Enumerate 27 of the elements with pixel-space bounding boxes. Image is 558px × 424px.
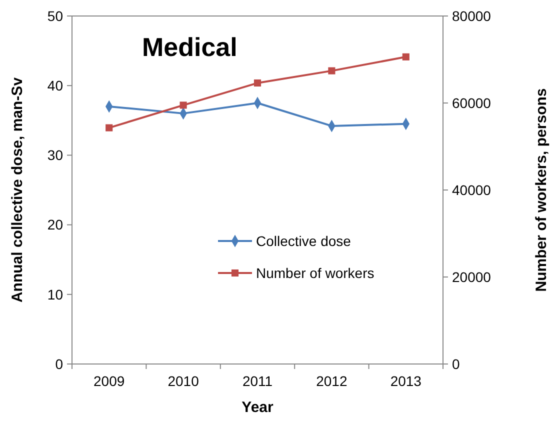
x-tick-label: 2010 — [168, 373, 200, 389]
x-axis-title: Year — [242, 399, 274, 416]
legend-label: Number of workers — [256, 264, 374, 281]
y2-axis-title: Number of workers, persons — [533, 88, 550, 292]
x-tick-label: 2013 — [390, 373, 422, 389]
y2-tick-label: 60000 — [452, 94, 492, 111]
y-tick-label: 20 — [47, 216, 64, 233]
text: Medical — [142, 32, 238, 62]
y-tick-label: 10 — [47, 286, 64, 302]
y-tick-label: 40 — [47, 78, 64, 94]
point — [106, 124, 113, 132]
y-tick-label: 50 — [47, 8, 64, 24]
y2-tick-label: 40000 — [452, 182, 492, 198]
legend-label: Collective dose — [256, 232, 352, 249]
y2-tick-label: 80000 — [452, 8, 492, 24]
y2-tick-label: 20000 — [452, 268, 492, 285]
point — [254, 79, 262, 87]
point — [180, 102, 187, 109]
x-tick-label: 2011 — [242, 373, 273, 389]
y-tick-label: 0 — [55, 356, 64, 372]
point — [402, 53, 410, 60]
point — [328, 67, 336, 74]
x-tick-label: 2012 — [316, 373, 348, 389]
x-tick-label: 2009 — [94, 373, 125, 389]
y2-tick-label: 0 — [452, 356, 460, 372]
y-tick-label: 30 — [47, 147, 64, 164]
y-axis-title: Annual collective dose, man-Sv — [9, 76, 26, 303]
